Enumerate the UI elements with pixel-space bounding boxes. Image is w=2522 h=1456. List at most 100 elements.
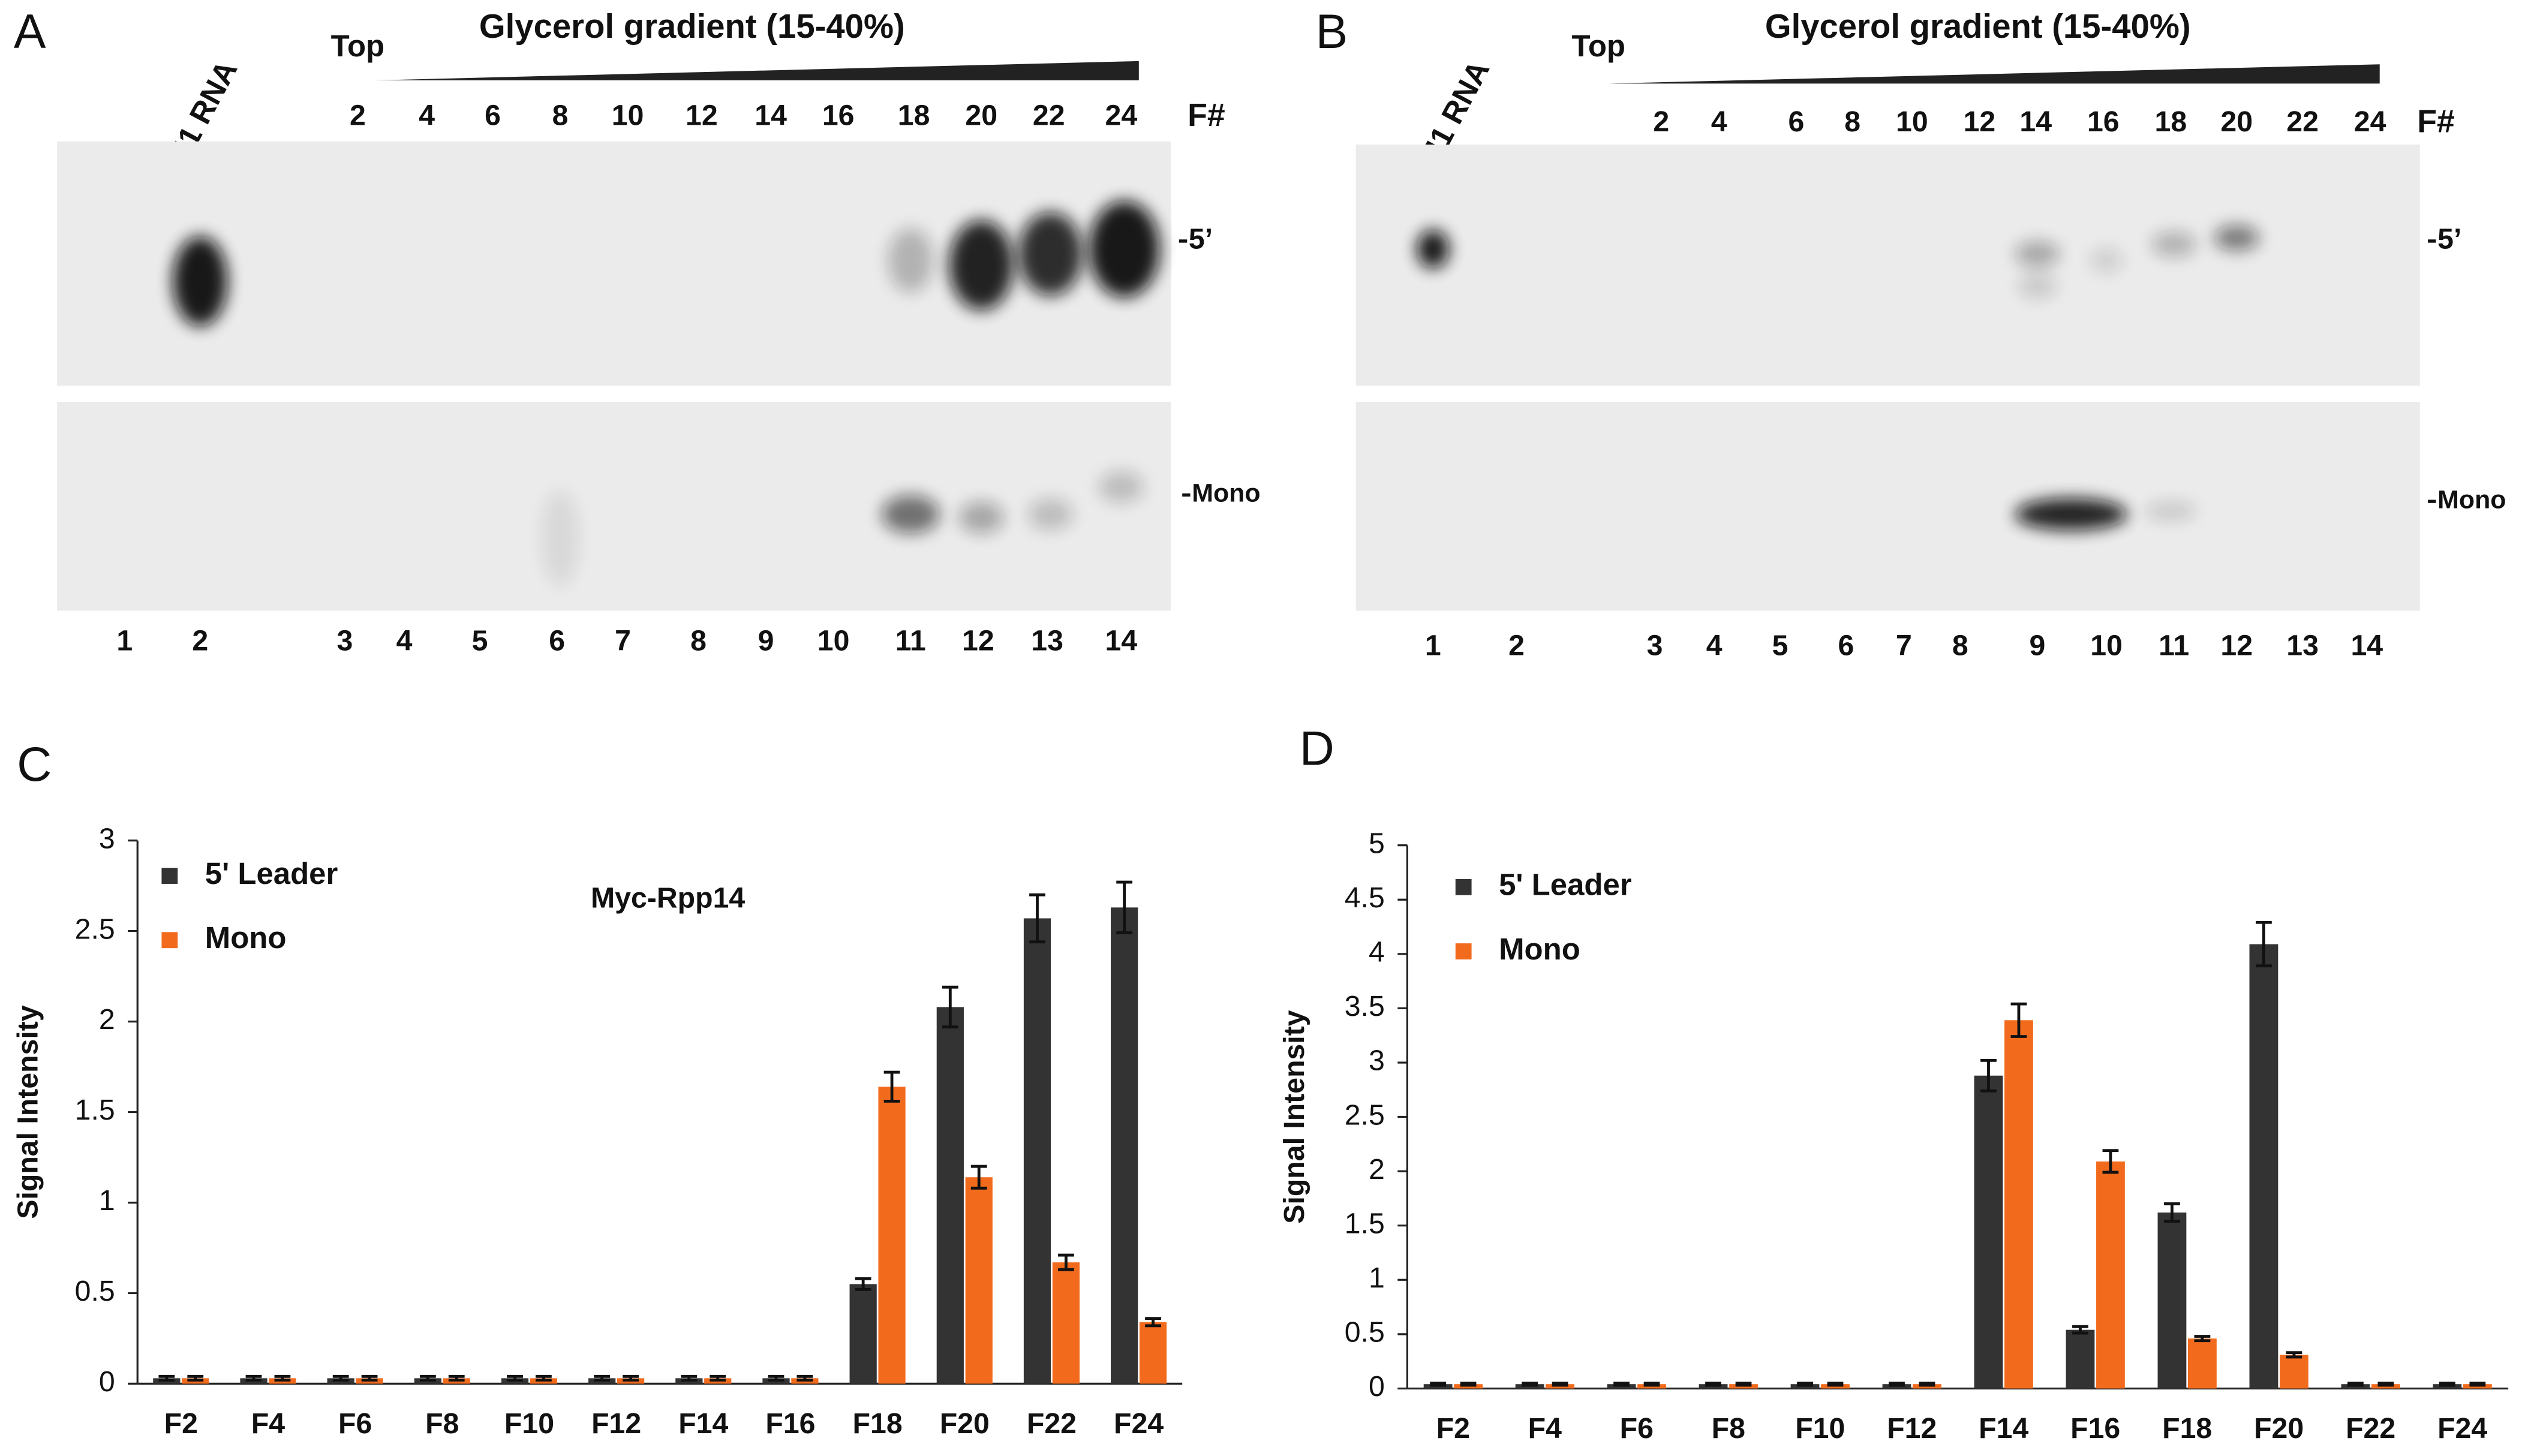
error-bar — [2377, 1381, 2394, 1387]
lane-label: 6 — [549, 625, 565, 657]
error-bar — [2164, 1202, 2180, 1223]
y-tick-label: 4.5 — [1345, 882, 1385, 914]
fraction-label: 8 — [552, 99, 569, 131]
fraction-label: 6 — [485, 99, 501, 131]
x-tick-label: F16 — [765, 1407, 815, 1440]
y-tick-label: 0.5 — [75, 1275, 115, 1307]
x-tick-label: F10 — [504, 1407, 554, 1440]
lane-label: 7 — [615, 625, 631, 657]
error-bar — [710, 1374, 726, 1382]
x-tick-label: F12 — [591, 1407, 641, 1440]
error-bar — [1797, 1381, 1813, 1387]
gel-band — [2151, 231, 2197, 257]
x-tick-label: F18 — [853, 1407, 903, 1440]
fraction-label: 10 — [612, 99, 644, 131]
error-bar — [2256, 920, 2272, 968]
error-bar — [274, 1374, 291, 1382]
bar — [2249, 944, 2278, 1389]
lane-label: 11 — [895, 625, 926, 657]
lane-label: 3 — [1647, 630, 1663, 662]
bar — [965, 1177, 993, 1384]
gel-band — [2145, 501, 2197, 521]
error-bar — [1460, 1381, 1477, 1387]
band-label: 5’ — [1189, 223, 1213, 255]
error-bar — [623, 1374, 639, 1382]
gel-band — [173, 236, 228, 327]
error-bar — [1116, 880, 1133, 934]
fraction-label: 24 — [1105, 99, 1138, 131]
error-bar — [1827, 1381, 1844, 1387]
fraction-label: 12 — [1964, 106, 1996, 138]
y-tick-label: 0 — [99, 1365, 115, 1398]
error-bar — [1029, 893, 1045, 944]
lane-label: 4 — [396, 625, 413, 657]
bar — [2096, 1161, 2125, 1389]
error-bar — [1919, 1381, 1935, 1387]
x-tick-label: F18 — [2162, 1412, 2212, 1445]
lane-label: 1 — [116, 625, 133, 657]
error-bar — [1735, 1381, 1752, 1387]
error-bar — [942, 985, 958, 1029]
y-tick-label: 5 — [1369, 827, 1385, 859]
fraction-label: 22 — [2286, 106, 2319, 138]
lane-label: 10 — [2090, 630, 2123, 662]
x-tick-label: F4 — [1528, 1412, 1562, 1445]
error-bar — [768, 1374, 784, 1382]
error-bar — [187, 1374, 204, 1382]
annotation: Myc-Rpp14 — [591, 882, 745, 914]
fraction-header: F# — [2417, 104, 2455, 140]
x-tick-label: F20 — [940, 1407, 990, 1440]
fraction-label: 18 — [898, 99, 930, 131]
legend-label: Mono — [1499, 932, 1580, 966]
fraction-label: 18 — [2155, 106, 2187, 138]
lane-label: 3 — [337, 625, 353, 657]
lane-label: 9 — [2029, 630, 2045, 662]
lane-label: 12 — [962, 625, 994, 657]
x-tick-label: F8 — [1712, 1412, 1745, 1445]
lane-label: 14 — [2350, 630, 2383, 662]
x-tick-label: F22 — [2346, 1412, 2395, 1445]
error-bar — [1613, 1381, 1630, 1387]
fraction-label: 2 — [1653, 106, 1669, 138]
x-tick-label: F14 — [678, 1407, 728, 1440]
y-tick-label: 1 — [99, 1184, 115, 1217]
gel-band — [2015, 498, 2127, 531]
gradient-label: Glycerol gradient (15-40%) — [1765, 7, 2191, 45]
fraction-label: 22 — [1033, 99, 1065, 131]
x-tick-label: F4 — [251, 1407, 285, 1440]
x-tick-label: F2 — [1436, 1412, 1470, 1445]
lane-label: 6 — [1838, 630, 1854, 662]
error-bar — [1889, 1381, 1905, 1387]
x-tick-label: F24 — [2437, 1412, 2487, 1445]
fraction-label: 20 — [965, 99, 997, 131]
y-tick-label: 0.5 — [1345, 1316, 1385, 1349]
legend-label: 5' Leader — [1499, 868, 1632, 902]
bar — [1139, 1322, 1167, 1384]
bar — [2004, 1020, 2033, 1389]
lane-label: 11 — [2159, 630, 2189, 662]
error-bar — [332, 1374, 349, 1382]
fraction-label: 6 — [1788, 106, 1804, 138]
error-bar — [1145, 1317, 1161, 1328]
y-tick-label: 4 — [1369, 936, 1385, 968]
y-tick-label: 3 — [1369, 1045, 1385, 1077]
y-tick-label: 0 — [1369, 1370, 1385, 1403]
bar — [2280, 1355, 2308, 1389]
error-bar — [361, 1374, 378, 1382]
fraction-label: 4 — [1711, 106, 1727, 138]
error-bar — [1643, 1381, 1660, 1387]
bar — [2157, 1212, 2187, 1389]
y-tick-label: 1.5 — [75, 1094, 115, 1126]
x-tick-label: F8 — [425, 1407, 459, 1440]
top-label: Top — [1572, 29, 1626, 63]
band-label: 5’ — [2437, 223, 2461, 255]
panel-letter: A — [14, 5, 46, 59]
x-tick-label: F16 — [2070, 1412, 2120, 1445]
error-bar — [594, 1374, 611, 1382]
fraction-label: 14 — [755, 99, 787, 131]
top-label: Top — [331, 29, 385, 63]
lane-label: 4 — [1706, 630, 1723, 662]
error-bar — [536, 1374, 552, 1382]
legend-swatch — [161, 932, 178, 949]
